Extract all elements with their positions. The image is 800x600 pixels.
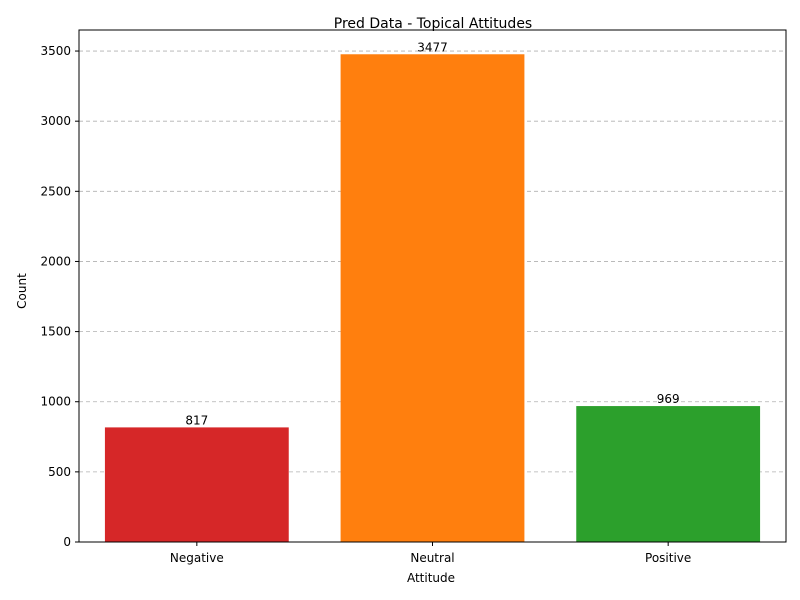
x-tick-label: Negative [170, 551, 224, 565]
bars [104, 54, 761, 543]
data-label-negative: 817 [185, 413, 208, 427]
y-tick-label: 500 [48, 465, 71, 479]
data-label-neutral: 3477 [417, 40, 448, 54]
y-tick-label: 1000 [40, 395, 71, 409]
y-tick-label: 3000 [40, 114, 71, 128]
x-tick-label: Positive [645, 551, 691, 565]
x-axis-ticks: Negative Neutral Positive [170, 542, 691, 565]
chart-title: Pred Data - Topical Attitudes [334, 16, 532, 32]
y-tick-label: 2500 [40, 184, 71, 198]
bar-negative [104, 427, 289, 542]
x-axis-label: Attitude [407, 571, 455, 585]
plot-frame [78, 29, 787, 543]
y-axis-label: Count [15, 273, 29, 309]
data-labels: 817 3477 969 [185, 40, 679, 427]
y-tick-label: 3500 [40, 44, 71, 58]
y-tick-label: 1500 [40, 325, 71, 339]
y-axis-ticks: 0 500 1000 1500 2000 2500 3000 3500 [40, 44, 79, 549]
bar-neutral [340, 54, 525, 543]
x-tick-label: Neutral [410, 551, 454, 565]
bar-positive [576, 406, 761, 542]
y-tick-label: 0 [63, 535, 71, 549]
y-tick-label: 2000 [40, 254, 71, 268]
data-label-positive: 969 [657, 392, 680, 406]
